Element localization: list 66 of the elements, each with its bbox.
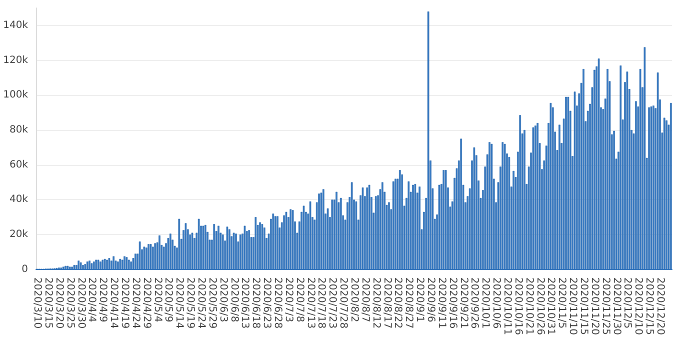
x-tick-label: 2020/8/22 (392, 277, 404, 329)
x-tick-label: 2020/10/26 (534, 277, 546, 336)
x-tick-label: 2020/7/18 (316, 277, 327, 329)
y-tick-label: 60k (9, 159, 28, 170)
x-tick-label: 2020/5/29 (206, 277, 218, 329)
x-tick-label: 2020/10/1 (480, 277, 491, 329)
x-tick-label: 2020/10/16 (512, 277, 524, 336)
x-tick-label: 2020/4/24 (130, 277, 141, 329)
y-tick-label: 0 (22, 264, 28, 275)
y-tick-label: 120k (3, 54, 28, 66)
x-tick-label: 2020/9/6 (424, 277, 436, 322)
x-tick-label: 2020/8/7 (359, 277, 370, 322)
x-tick-label: 2020/5/9 (162, 277, 174, 322)
y-tick-label: 140k (3, 20, 28, 31)
x-tick-label: 2020/12/20 (654, 277, 666, 336)
x-tick-label: 2020/12/15 (644, 277, 655, 336)
y-tick-label: 100k (3, 90, 28, 101)
x-tick-label: 2020/3/15 (42, 277, 54, 329)
x-tick-label: 2020/7/3 (282, 277, 294, 322)
x-tick-label: 2020/6/13 (239, 277, 250, 329)
x-tick-label: 2020/12/10 (632, 277, 644, 336)
x-tick-label: 2020/6/28 (272, 277, 284, 329)
x-tick-label: 2020/7/8 (294, 277, 305, 322)
x-tick-label: 2020/4/14 (108, 277, 120, 329)
x-tick-label: 2020/3/25 (64, 277, 76, 329)
y-tick-label: 80k (9, 124, 28, 136)
x-tick-label: 2020/10/11 (501, 277, 512, 336)
x-tick-label: 2020/9/21 (458, 277, 469, 329)
x-tick-label: 2020/7/28 (338, 277, 349, 329)
x-tick-label: 2020/9/11 (436, 277, 447, 329)
x-tick-label: 2020/11/30 (610, 277, 622, 336)
x-tick-label: 2020/11/25 (600, 277, 611, 336)
x-tick-label: 2020/7/23 (326, 277, 338, 329)
x-tick-label: 2020/8/17 (381, 277, 392, 329)
x-tick-label: 2020/11/5 (556, 277, 568, 329)
x-tick-label: 2020/5/14 (174, 277, 185, 329)
x-tick-label: 2020/4/4 (86, 277, 98, 322)
x-tick-label: 2020/9/16 (446, 277, 458, 329)
x-tick-label: 2020/6/3 (217, 277, 228, 322)
x-tick-label: 2020/8/27 (403, 277, 414, 329)
x-tick-label: 2020/6/23 (261, 277, 272, 329)
x-tick-label: 2020/11/10 (567, 277, 578, 336)
x-tick-label: 2020/8/12 (370, 277, 382, 329)
x-tick-label: 2020/3/10 (32, 277, 43, 329)
x-tick-label: 2020/10/21 (523, 277, 534, 336)
y-tick-label: 20k (9, 229, 28, 240)
x-tick-label: 2020/5/19 (184, 277, 196, 329)
x-tick-label: 2020/11/15 (578, 277, 589, 336)
x-tick-label: 2020/11/20 (588, 277, 600, 336)
x-tick-label: 2020/6/8 (228, 277, 240, 322)
x-tick-label: 2020/3/20 (53, 277, 64, 329)
x-tick-label: 2020/9/26 (468, 277, 480, 329)
x-tick-label: 2020/10/6 (490, 277, 502, 329)
y-tick-label: 40k (9, 194, 28, 206)
x-tick-label: 2020/12/5 (622, 277, 633, 329)
x-tick-label: 2020/10/31 (545, 277, 556, 336)
x-tick-label: 2020/5/24 (196, 277, 207, 329)
x-tick-label: 2020/9/1 (414, 277, 426, 322)
x-tick-label: 2020/4/19 (119, 277, 130, 329)
x-tick-label: 2020/7/13 (304, 277, 316, 329)
x-tick-label: 2020/5/4 (152, 277, 163, 322)
x-tick-label: 2020/3/30 (75, 277, 86, 329)
x-tick-label: 2020/8/2 (348, 277, 360, 322)
x-tick-label: 2020/4/29 (140, 277, 152, 329)
x-tick-label: 2020/4/9 (97, 277, 108, 322)
x-tick-label: 2020/6/18 (250, 277, 262, 329)
